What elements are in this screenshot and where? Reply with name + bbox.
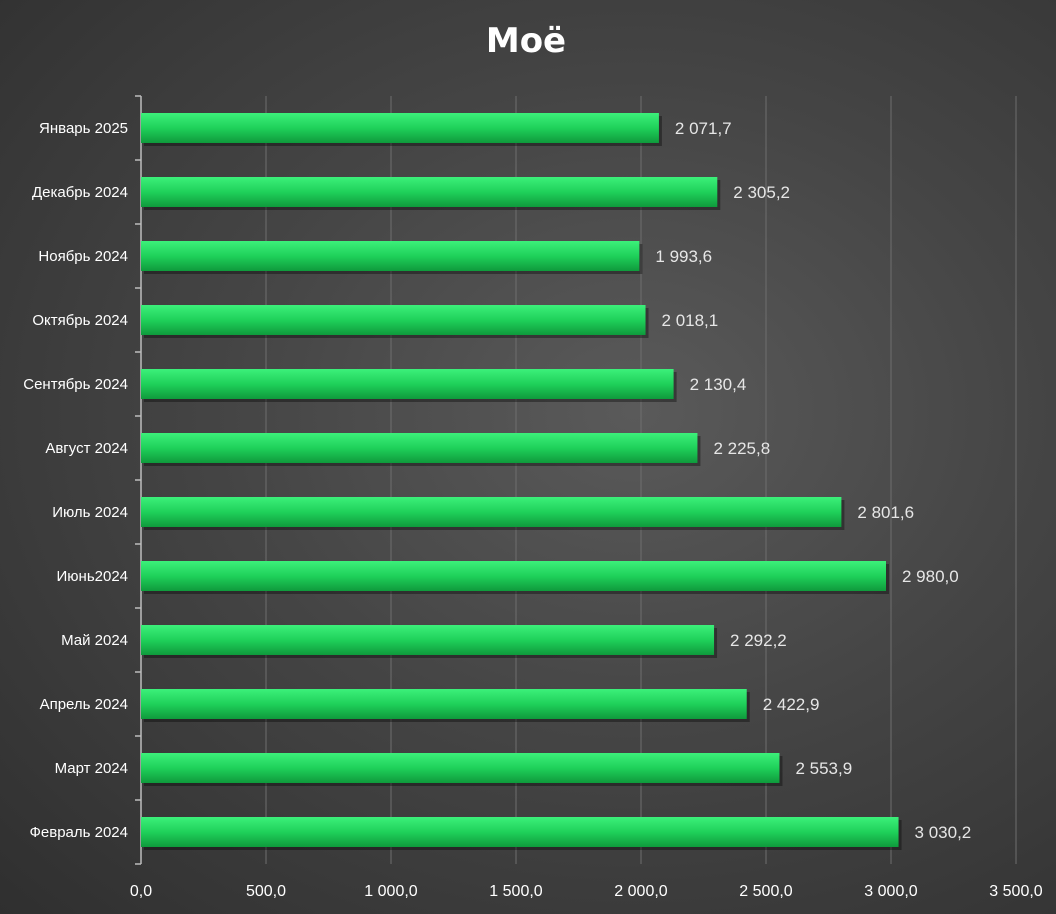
x-tick-label: 3 000,0	[864, 883, 917, 900]
category-label: Ноябрь 2024	[38, 248, 128, 265]
data-label: 3 030,2	[915, 823, 972, 842]
chart-title: Моё	[486, 21, 566, 61]
data-label: 2 018,1	[662, 311, 719, 330]
x-tick-label: 500,0	[246, 883, 286, 900]
bar	[141, 241, 640, 271]
bar	[141, 305, 646, 335]
x-tick-label: 2 000,0	[614, 883, 667, 900]
x-tick-label: 2 500,0	[739, 883, 792, 900]
category-label: Июль 2024	[52, 504, 128, 521]
bar	[141, 625, 715, 655]
data-label: 2 071,7	[675, 119, 732, 138]
data-label: 2 225,8	[713, 439, 770, 458]
x-tick-label: 0,0	[130, 883, 152, 900]
category-label: Октябрь 2024	[32, 312, 128, 329]
x-tick-label: 1 500,0	[489, 883, 542, 900]
data-label: 2 422,9	[763, 695, 820, 714]
bar	[141, 817, 899, 847]
x-tick-label: 1 000,0	[364, 883, 417, 900]
category-label: Май 2024	[61, 632, 128, 649]
bar	[141, 369, 674, 399]
data-label: 2 305,2	[733, 183, 790, 202]
category-label: Сентябрь 2024	[23, 376, 128, 393]
category-label: Август 2024	[45, 440, 128, 457]
data-label: 2 553,9	[795, 759, 852, 778]
bar	[141, 561, 886, 591]
category-label: Апрель 2024	[40, 696, 128, 713]
category-label: Февраль 2024	[29, 824, 128, 841]
data-label: 1 993,6	[655, 247, 712, 266]
bar	[141, 497, 842, 527]
x-tick-label: 3 500,0	[989, 883, 1042, 900]
bar	[141, 433, 698, 463]
category-label: Март 2024	[55, 760, 128, 777]
data-label: 2 130,4	[690, 375, 747, 394]
bar	[141, 753, 780, 783]
data-label: 2 801,6	[857, 503, 914, 522]
bar	[141, 177, 718, 207]
bar	[141, 689, 747, 719]
category-label: Декабрь 2024	[32, 184, 128, 201]
category-label: Январь 2025	[39, 120, 128, 137]
data-label: 2 292,2	[730, 631, 787, 650]
data-label: 2 980,0	[902, 567, 959, 586]
bar	[141, 113, 659, 143]
category-label: Июнь2024	[57, 568, 129, 585]
